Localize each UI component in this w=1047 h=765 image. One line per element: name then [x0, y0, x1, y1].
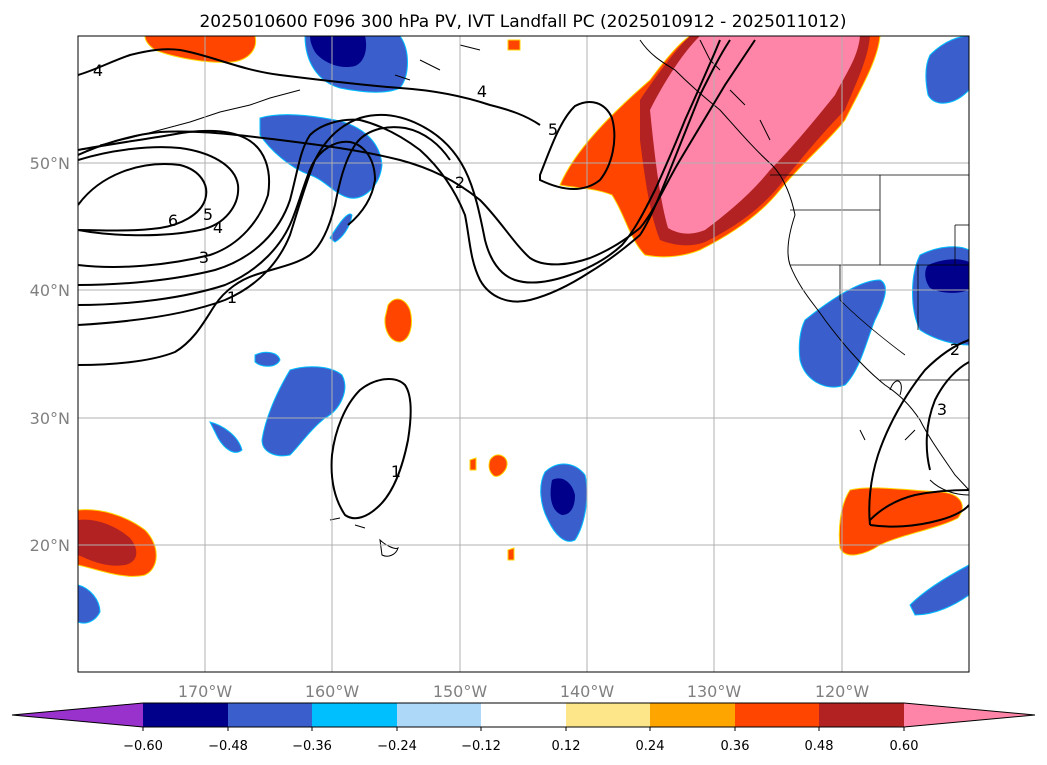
contour-label: 5: [548, 120, 558, 139]
negative-pc-region-north-central-core: [310, 36, 367, 68]
colorbar-bin: [312, 703, 397, 727]
map-frame: [77, 35, 970, 673]
colorbar-tick-label: 0.60: [890, 739, 919, 754]
colorbar-bin: [228, 703, 312, 727]
negative-pc-region-west-central: [261, 366, 346, 457]
negative-pc-region-rockies-core: [925, 259, 969, 293]
lat-tick-label: 30°N: [30, 409, 70, 428]
negative-pc-region-west-edge: [78, 584, 101, 624]
positive-pc-region-west-core: [78, 519, 137, 566]
contour-label: 3: [199, 248, 209, 267]
colorbar-tick-label: −0.12: [461, 739, 501, 754]
positive-pc-region-northeast: [559, 36, 881, 258]
lat-tick-label: 40°N: [30, 281, 70, 300]
contour-label: 1: [391, 462, 401, 481]
lat-tick-label: 50°N: [30, 154, 70, 173]
lon-tick-label: 150°W: [433, 682, 488, 701]
contour-label: 5: [203, 205, 213, 224]
pv-contours: [78, 39, 969, 528]
positive-pc-region-tiny: [507, 39, 521, 51]
positive-pc-region-northwest-top: [144, 36, 257, 63]
colorbar-tick-label: −0.48: [208, 739, 248, 754]
colorbar-ticks: [142, 727, 905, 731]
contour-label: 1: [227, 288, 237, 307]
negative-pc-region-hawaii-east-core: [550, 478, 575, 515]
colorbar-tick-label: 0.24: [636, 739, 665, 754]
colorbar-tick-label: 0.48: [805, 739, 834, 754]
negative-pc-region-small-2: [254, 351, 281, 367]
state-borders: [770, 174, 969, 381]
negative-pc-region-northeast-corner: [925, 36, 969, 104]
colorbar-bin: [735, 703, 819, 727]
colorbar-tick-label: −0.36: [292, 739, 332, 754]
contour-label: 4: [93, 61, 103, 80]
colorbar-bin: [397, 703, 481, 727]
contour-label: 2: [950, 340, 960, 359]
contour-label: 6: [168, 211, 178, 230]
contour-label: 4: [213, 218, 223, 237]
lon-tick-label: 130°W: [687, 682, 742, 701]
colorbar-bin: [566, 703, 650, 727]
colorbar-tick-label: 0.12: [552, 739, 581, 754]
map-panel: 4 4 5 2 6 5 4 3 1 1 2 3: [78, 36, 969, 672]
lon-tick-label: 160°W: [305, 682, 360, 701]
contour-label: 2: [455, 173, 465, 192]
colorbar-tick-label: −0.60: [123, 739, 163, 754]
north-america-coastline: [639, 39, 969, 496]
lon-tick-label: 140°W: [560, 682, 615, 701]
graticule: [78, 36, 969, 672]
colorbar-extend-high: [904, 703, 1035, 727]
contour-label: 4: [477, 82, 487, 101]
lon-tick-label: 170°W: [178, 682, 233, 701]
negative-pc-region-mexico-south: [909, 564, 969, 616]
map-title: 2025010600 F096 300 hPa PV, IVT Landfall…: [199, 12, 846, 32]
lon-tick-label: 120°W: [815, 682, 870, 701]
colorbar-bin: [481, 703, 566, 727]
negative-pc-region-small-3: [209, 421, 243, 453]
colorbar-bin: [819, 703, 904, 727]
positive-pc-region-south: [507, 547, 515, 561]
colorbar-bin: [143, 703, 228, 727]
positive-pc-region-hawaii-small: [469, 457, 477, 471]
colorbar-bin: [650, 703, 735, 727]
negative-pc-region-small-1: [329, 213, 353, 243]
colorbar-tick-label: −0.24: [377, 739, 417, 754]
lat-tick-label: 20°N: [30, 536, 70, 555]
positive-pc-region-hawaii-north: [488, 454, 508, 477]
contour-label: 3: [937, 400, 947, 419]
positive-pc-region-central-small: [384, 298, 413, 343]
colorbar: −0.60 −0.48 −0.36 −0.24 −0.12 0.12 0.24 …: [11, 702, 1036, 754]
colorbar-extend-low: [12, 703, 143, 727]
colorbar-tick-label: 0.36: [721, 739, 750, 754]
